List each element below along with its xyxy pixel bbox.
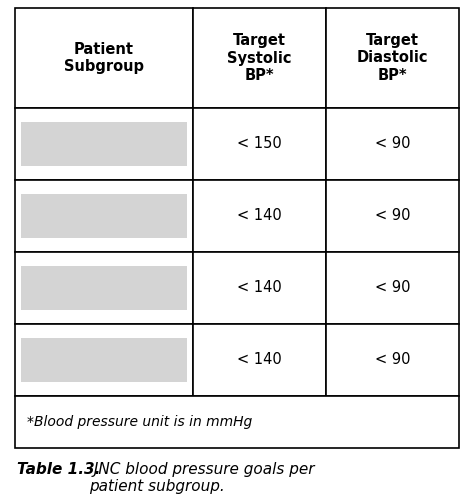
Bar [15,252,192,324]
Bar [15,8,192,108]
Bar [192,8,326,108]
Text: < 90: < 90 [374,208,410,224]
Text: Table 1.3.: Table 1.3. [17,462,100,477]
Bar [15,108,192,180]
Bar [21,194,187,238]
Text: *Blood pressure unit is in mmHg: *Blood pressure unit is in mmHg [27,415,252,429]
Bar [192,324,326,396]
Bar [21,122,187,166]
Bar [21,266,187,310]
Text: < 90: < 90 [374,281,410,296]
Bar [15,324,192,396]
Text: < 90: < 90 [374,136,410,151]
Bar [326,108,459,180]
Bar [326,180,459,252]
Text: < 140: < 140 [237,353,282,368]
Text: < 140: < 140 [237,281,282,296]
Bar [15,180,192,252]
Text: JNC blood pressure goals per
patient subgroup.: JNC blood pressure goals per patient sub… [89,462,315,495]
Bar [21,338,187,382]
Text: Patient
Subgroup: Patient Subgroup [64,42,144,74]
Bar [15,396,459,448]
Text: Target
Diastolic
BP*: Target Diastolic BP* [356,33,428,83]
Bar [192,180,326,252]
Bar [326,252,459,324]
Text: < 140: < 140 [237,208,282,224]
Bar [326,8,459,108]
Bar [192,108,326,180]
Bar [192,252,326,324]
Text: Target
Systolic
BP*: Target Systolic BP* [227,33,292,83]
Text: < 150: < 150 [237,136,282,151]
Bar [326,324,459,396]
Text: < 90: < 90 [374,353,410,368]
